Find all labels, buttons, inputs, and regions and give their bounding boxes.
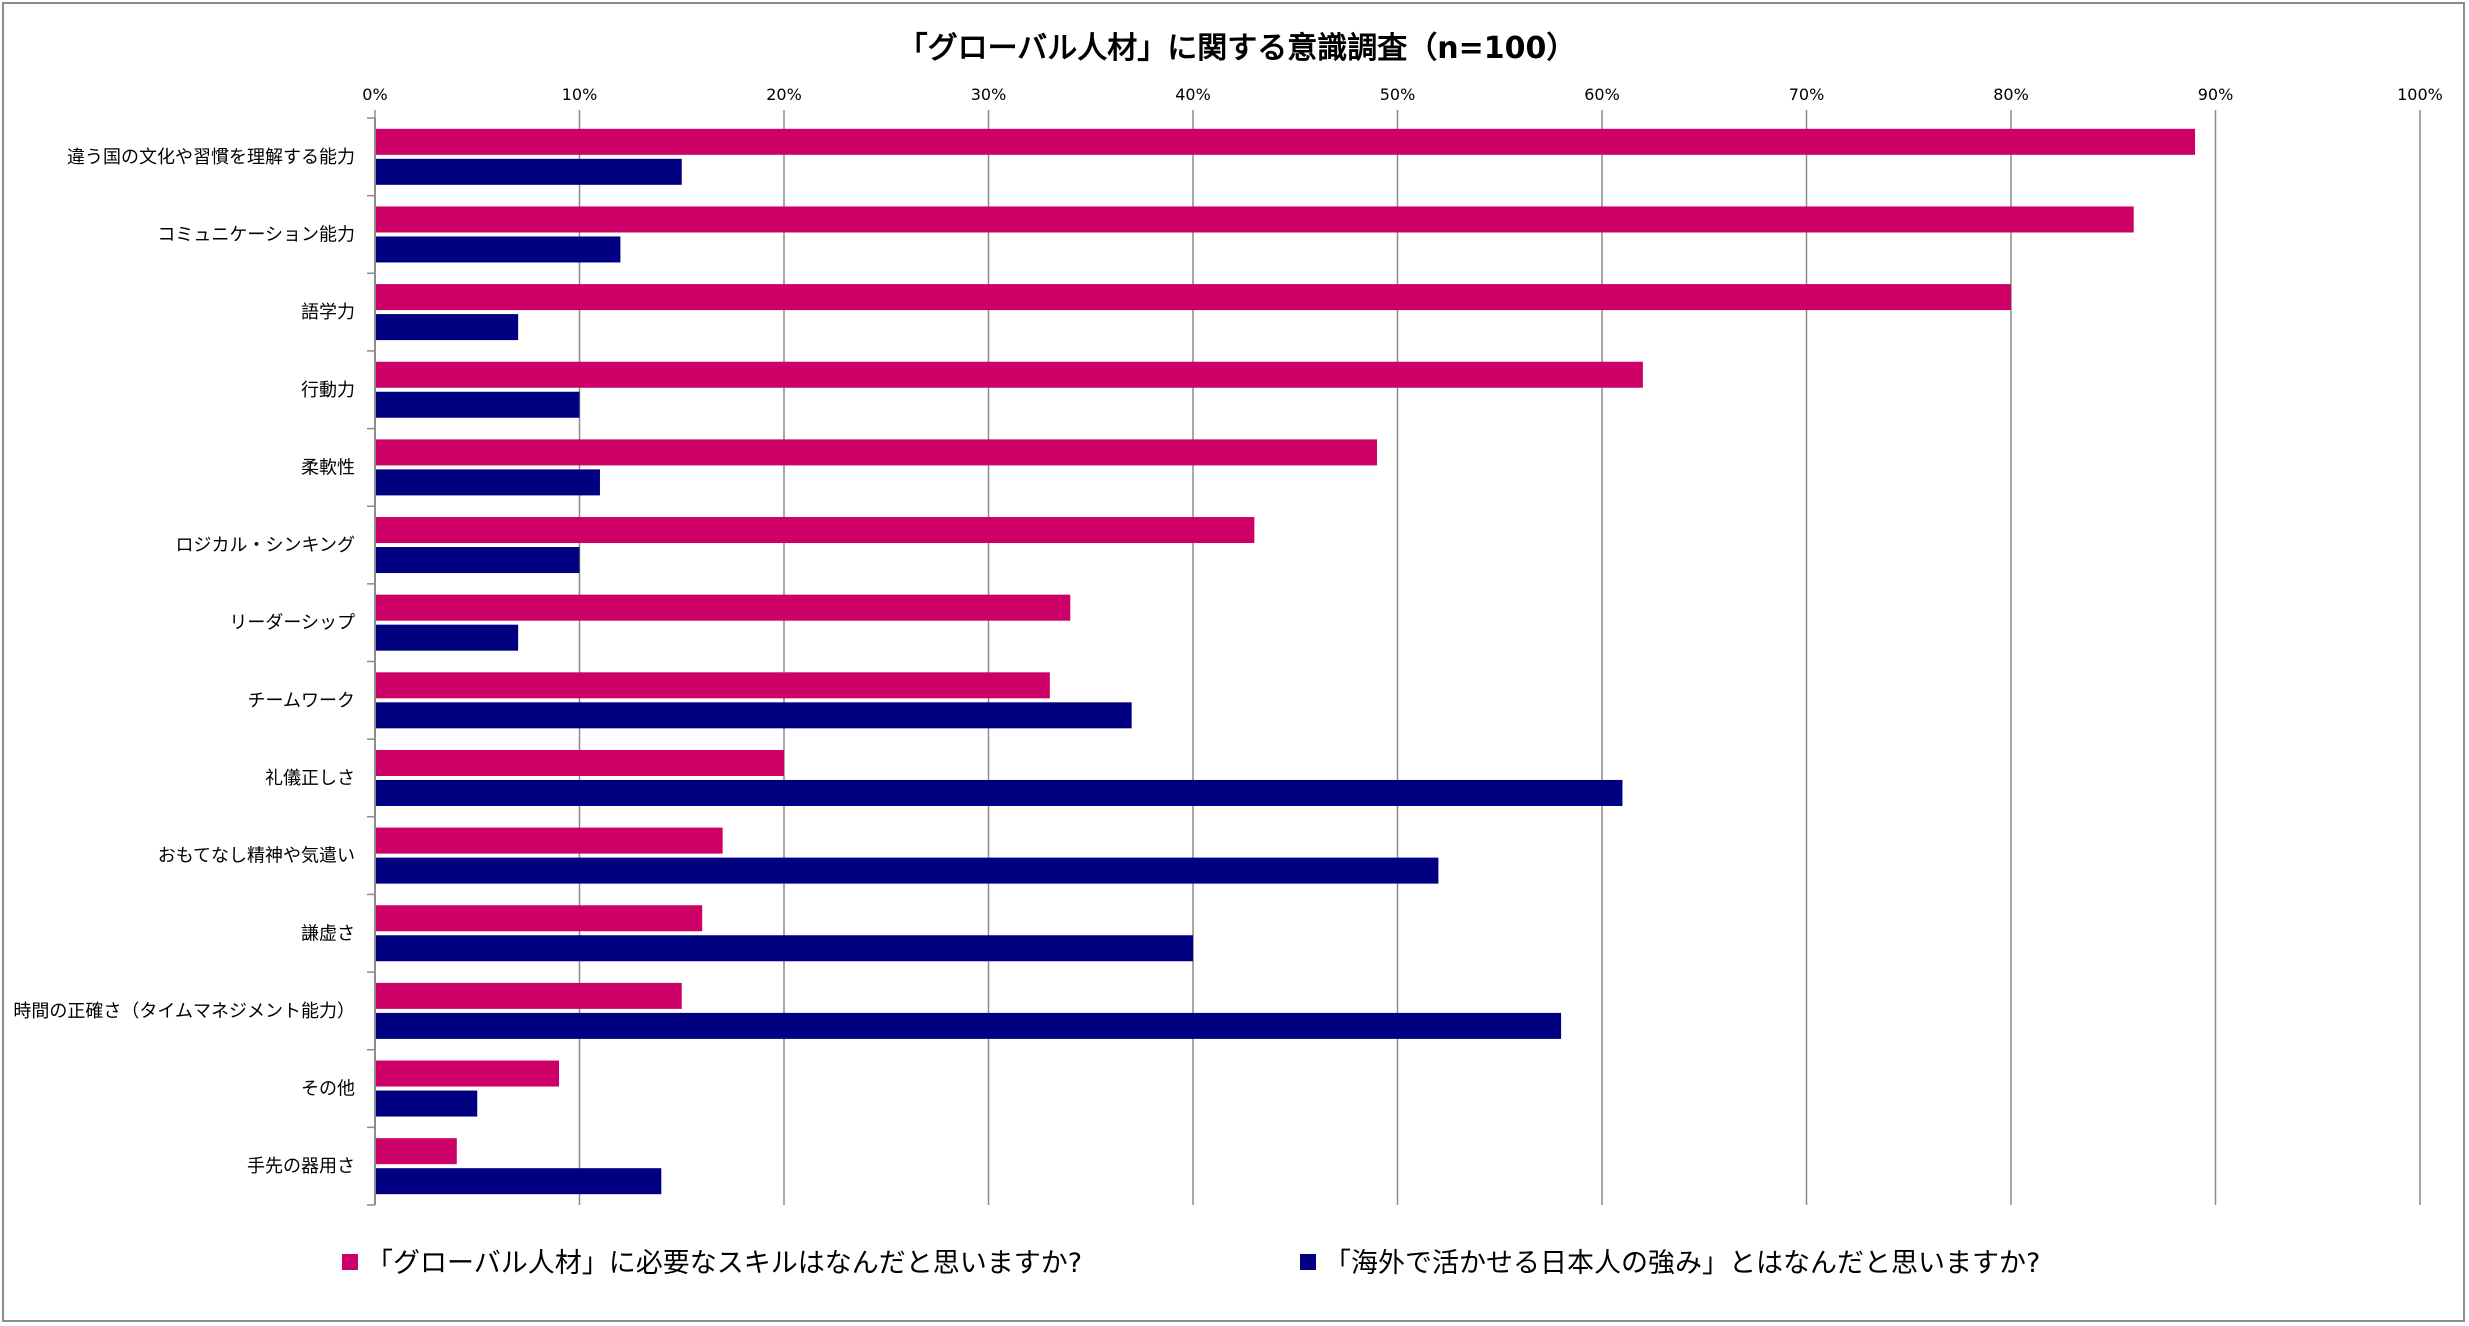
bar-strength — [375, 236, 621, 263]
legend-swatch — [1300, 1254, 1316, 1270]
bar-strength — [375, 469, 600, 496]
x-tick-label: 70% — [1789, 85, 1825, 104]
legend-label: 「海外で活かせる日本人の強み」とはなんだと思いますか? — [1324, 1248, 2040, 1279]
bar-strength — [375, 1168, 662, 1195]
x-tick-label: 50% — [1380, 85, 1416, 104]
bars — [375, 128, 2196, 1195]
x-tick-label: 40% — [1175, 85, 1211, 104]
bar-skill — [375, 1060, 560, 1087]
bar-strength — [375, 1090, 478, 1117]
chart-title: 「グローバル人材」に関する意識調査（n=100） — [898, 31, 1577, 66]
x-tick-label: 60% — [1584, 85, 1620, 104]
x-tick-label: 90% — [2198, 85, 2234, 104]
category-label: 違う国の文化や習慣を理解する能力 — [67, 147, 355, 168]
axes — [367, 117, 376, 1206]
category-labels: 違う国の文化や習慣を理解する能力コミュニケーション能力語学力行動力柔軟性ロジカル… — [13, 147, 355, 1177]
category-label: 語学力 — [301, 302, 355, 323]
category-label: 手先の器用さ — [247, 1156, 355, 1177]
bar-skill — [375, 517, 1255, 544]
gridlines — [578, 118, 2421, 1205]
category-label: 時間の正確さ（タイムマネジメント能力） — [13, 1001, 355, 1022]
x-tick-label: 10% — [562, 85, 598, 104]
bar-strength — [375, 314, 519, 341]
bar-skill — [375, 672, 1050, 699]
bar-skill — [375, 905, 703, 932]
bar-skill — [375, 827, 723, 854]
x-tick-label: 20% — [766, 85, 802, 104]
bar-strength — [375, 857, 1439, 884]
category-label: 行動力 — [301, 380, 355, 401]
bar-skill — [375, 206, 2134, 233]
x-tick-label: 30% — [971, 85, 1007, 104]
bar-strength — [375, 158, 682, 185]
category-label: ロジカル・シンキング — [176, 535, 355, 556]
bar-strength — [375, 547, 580, 574]
bar-skill — [375, 982, 682, 1009]
bar-strength — [375, 935, 1193, 962]
legend: 「グローバル人材」に必要なスキルはなんだと思いますか? 「海外で活かせる日本人の強… — [342, 1248, 2040, 1279]
bar-strength — [375, 391, 580, 418]
bar-skill — [375, 439, 1378, 466]
bar-strength — [375, 779, 1623, 806]
bar-skill — [375, 128, 2196, 155]
bar-strength — [375, 1012, 1562, 1039]
category-label: 謙虚さ — [301, 923, 355, 944]
category-label: チームワーク — [248, 690, 355, 711]
category-label: コミュニケーション能力 — [157, 224, 355, 245]
bar-skill — [375, 594, 1071, 621]
x-tick-label: 100% — [2397, 85, 2443, 104]
x-tick-label: 0% — [362, 85, 387, 104]
category-label: 柔軟性 — [301, 457, 355, 478]
legend-label: 「グローバル人材」に必要なスキルはなんだと思いますか? — [366, 1248, 1082, 1279]
bar-skill — [375, 284, 2011, 311]
bar-strength — [375, 624, 519, 651]
category-label: その他 — [301, 1079, 355, 1100]
category-label: 礼儀正しさ — [265, 768, 355, 789]
x-axis-ticks: 0% 10% 20% 30% 40% 50% 60% 70% 80% 90% 100% — [362, 85, 2443, 118]
x-tick-label: 80% — [1993, 85, 2029, 104]
category-label: おもてなし精神や気遣い — [158, 846, 355, 867]
category-label: リーダーシップ — [229, 613, 355, 634]
bar-skill — [375, 1138, 457, 1165]
bar-skill — [375, 749, 784, 776]
bar-strength — [375, 702, 1132, 729]
bar-skill — [375, 361, 1643, 388]
legend-swatch — [342, 1254, 358, 1270]
